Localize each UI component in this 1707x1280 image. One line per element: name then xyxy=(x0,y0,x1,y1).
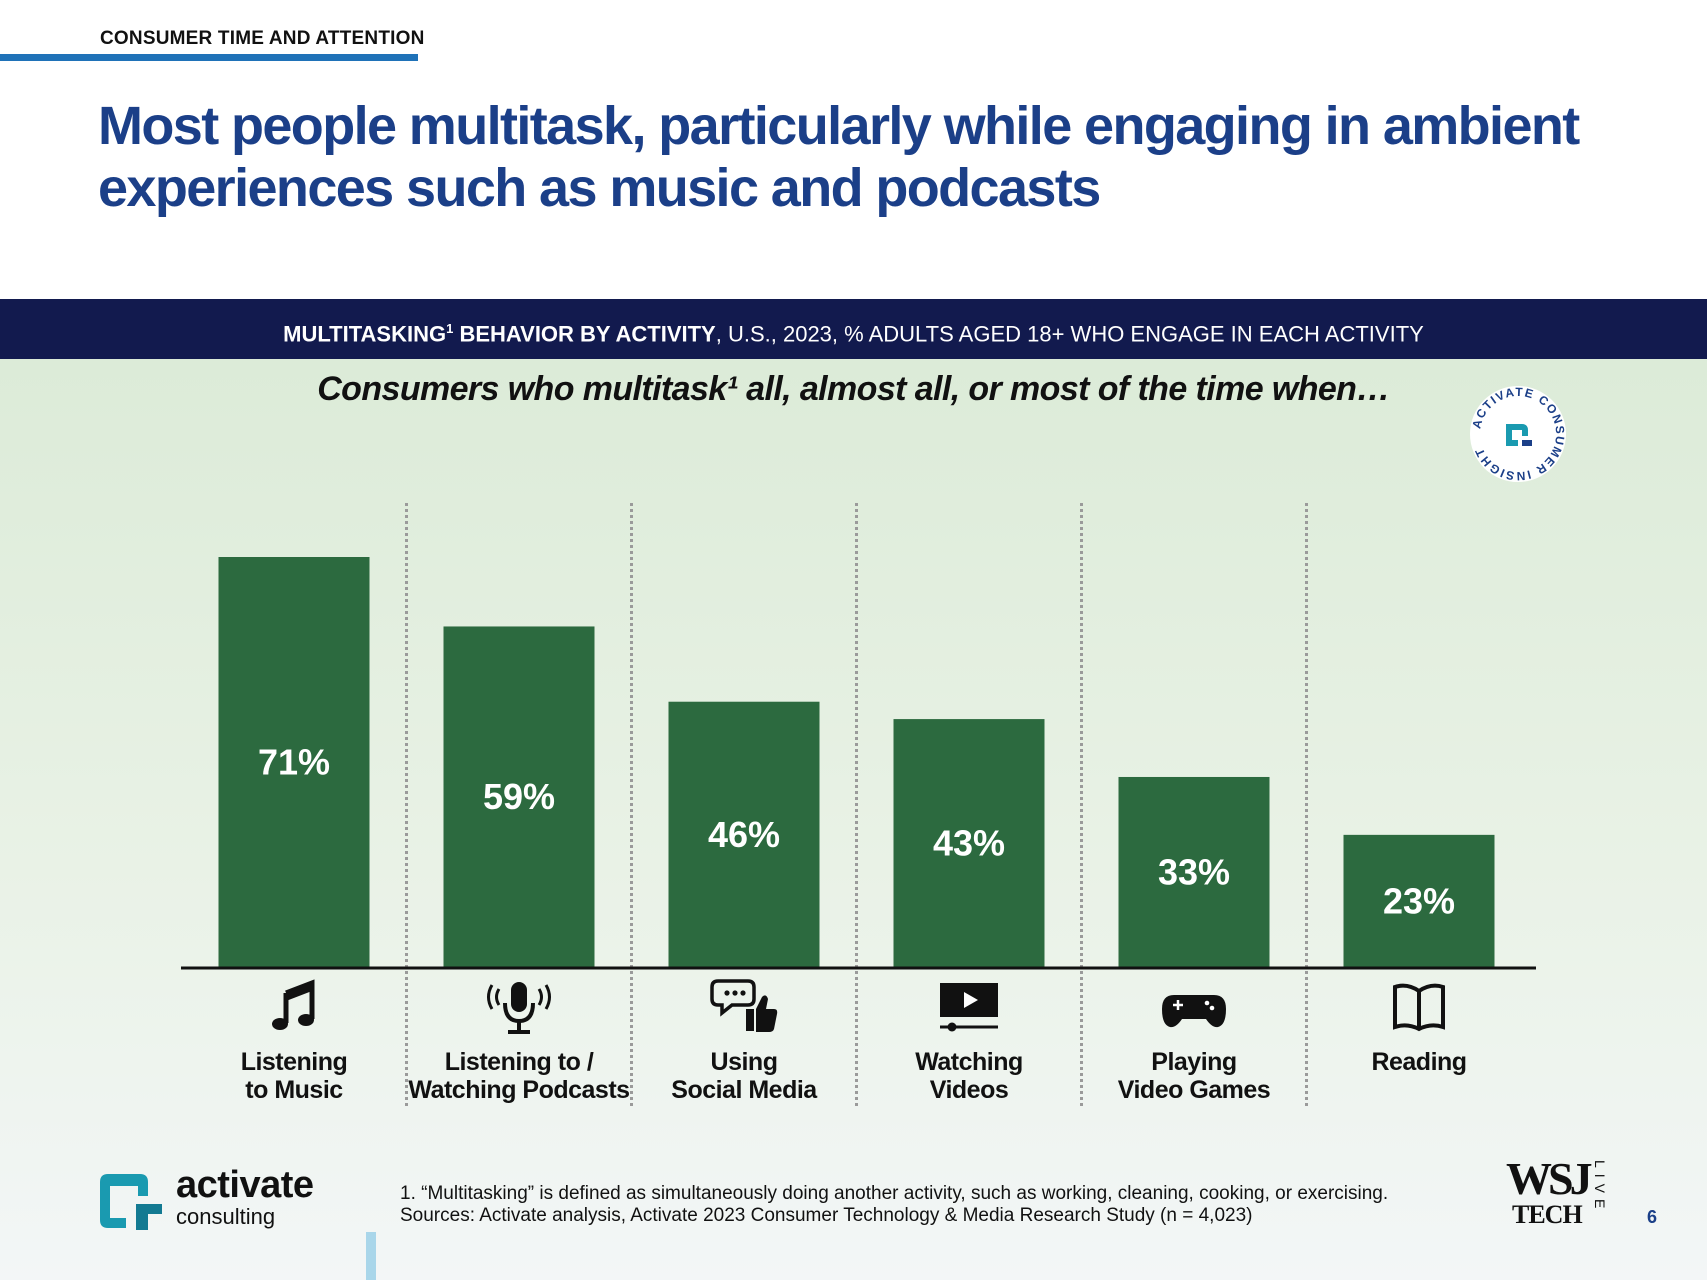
category-label: Social Media xyxy=(671,1076,818,1104)
category-label: Watching xyxy=(915,1048,1023,1076)
chart-banner: MULTITASKING1 BEHAVIOR BY ACTIVITY, U.S.… xyxy=(0,299,1707,359)
footnote-definition: 1. “Multitasking” is defined as simultan… xyxy=(400,1183,1389,1204)
category-label: Listening xyxy=(241,1048,348,1076)
banner-superscript: 1 xyxy=(446,321,454,336)
bar xyxy=(893,719,1045,968)
chart-subtitle: Consumers who multitask¹ all, almost all… xyxy=(317,370,1390,408)
section-kicker: CONSUMER TIME AND ATTENTION xyxy=(100,28,425,49)
category-label: Reading xyxy=(1371,1048,1466,1076)
bar-value-label: 59% xyxy=(483,776,555,817)
category-label: Playing xyxy=(1151,1048,1236,1076)
bar-value-label: 33% xyxy=(1158,851,1230,892)
footnote-sources: Sources: Activate analysis, Activate 202… xyxy=(400,1205,1253,1226)
bar-value-label: 23% xyxy=(1383,880,1455,921)
bar xyxy=(1343,834,1495,968)
banner-bold-part: MULTITASKING xyxy=(283,321,447,347)
page-number: 6 xyxy=(1647,1207,1658,1227)
category-label: to Music xyxy=(245,1076,343,1104)
video-play-icon xyxy=(940,983,998,1032)
category-label: Video Games xyxy=(1118,1076,1270,1104)
category-label: Watching Podcasts xyxy=(408,1076,629,1104)
microphone-icon xyxy=(487,982,551,1034)
page-title: Most people multitask, particularly whil… xyxy=(98,96,1580,218)
social-media-icon xyxy=(710,979,778,1032)
bar xyxy=(668,701,820,968)
bar xyxy=(1118,776,1270,968)
bar-value-label: 71% xyxy=(258,742,330,783)
footnote: 1. “Multitasking” is defined as simultan… xyxy=(400,1183,1388,1227)
category-label: Using xyxy=(711,1048,778,1076)
banner-regular-part: , U.S., 2023, % ADULTS AGED 18+ WHO ENGA… xyxy=(715,321,1424,347)
logo-text-consulting: consulting xyxy=(176,1204,276,1229)
banner-bold-part2: BEHAVIOR BY ACTIVITY xyxy=(453,321,716,347)
consumer-insight-badge-icon: ACTIVATE CONSUMER INSIGHT xyxy=(1469,385,1566,483)
bar xyxy=(218,557,370,968)
wsj-live-text: LIVE xyxy=(1592,1160,1608,1215)
music-note-icon xyxy=(272,979,315,1030)
category-label: Listening to / xyxy=(445,1048,594,1076)
wsj-tech-text: TECH xyxy=(1512,1200,1583,1229)
kicker-underline xyxy=(0,54,418,61)
book-icon xyxy=(1393,983,1445,1032)
activate-logo-icon xyxy=(100,1174,162,1230)
accent-tab xyxy=(366,1232,376,1280)
wsj-logo-text: WSJ xyxy=(1506,1153,1593,1204)
logo-text-activate: activate xyxy=(176,1164,314,1206)
bar xyxy=(443,626,595,968)
category-label: Videos xyxy=(930,1076,1009,1104)
bar-value-label: 43% xyxy=(933,823,1005,864)
gamepad-icon xyxy=(1162,995,1226,1028)
bar-value-label: 46% xyxy=(708,814,780,855)
